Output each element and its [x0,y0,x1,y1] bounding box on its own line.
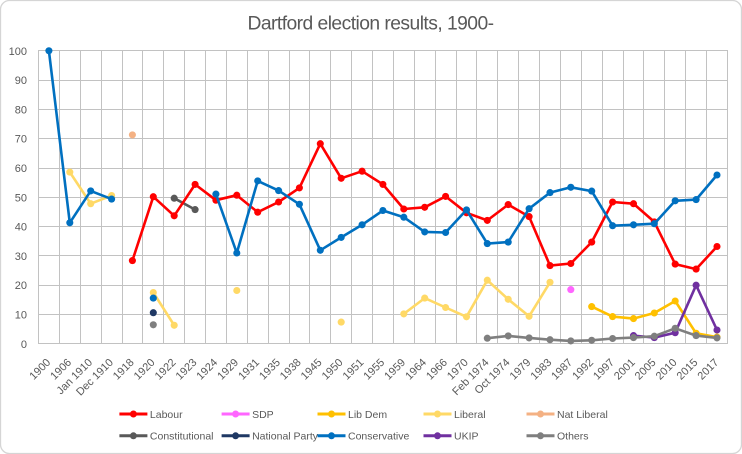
svg-text:1924: 1924 [194,357,220,383]
svg-text:1950: 1950 [320,357,346,383]
svg-text:1900: 1900 [27,357,53,383]
svg-text:1964: 1964 [403,357,429,383]
svg-text:1997: 1997 [591,357,617,383]
svg-text:1966: 1966 [424,357,450,383]
svg-text:National Party: National Party [252,431,319,443]
svg-text:SDP: SDP [252,409,274,421]
svg-text:1992: 1992 [570,357,596,383]
svg-text:50: 50 [15,192,27,204]
svg-text:1955: 1955 [361,357,387,383]
svg-text:Dartford election results, 190: Dartford election results, 1900- [247,14,493,35]
svg-text:Labour: Labour [150,409,183,421]
svg-text:UKIP: UKIP [454,431,479,443]
svg-text:10: 10 [15,310,27,322]
svg-text:1945: 1945 [299,357,325,383]
svg-text:0: 0 [21,339,27,351]
svg-text:1938: 1938 [278,357,304,383]
svg-text:1923: 1923 [174,357,200,383]
svg-text:60: 60 [15,163,27,175]
svg-text:40: 40 [15,222,27,234]
svg-text:Liberal: Liberal [454,409,486,421]
svg-text:100: 100 [9,46,27,58]
svg-text:Others: Others [557,431,589,443]
svg-text:1918: 1918 [111,357,137,383]
svg-text:1979: 1979 [508,357,534,383]
svg-text:2001: 2001 [612,357,638,383]
svg-text:Constitutional: Constitutional [150,431,214,443]
svg-text:1959: 1959 [382,357,408,383]
svg-text:1922: 1922 [153,357,179,383]
svg-text:1983: 1983 [529,357,555,383]
svg-text:30: 30 [15,251,27,263]
svg-text:70: 70 [15,134,27,146]
svg-text:20: 20 [15,280,27,292]
svg-text:1931: 1931 [236,357,262,383]
svg-text:1987: 1987 [549,357,575,383]
svg-text:2015: 2015 [675,357,701,383]
svg-text:80: 80 [15,104,27,116]
svg-text:90: 90 [15,75,27,87]
svg-text:2010: 2010 [654,357,680,383]
svg-text:Conservative: Conservative [348,431,409,443]
svg-text:1920: 1920 [132,357,158,383]
svg-text:Lib Dem: Lib Dem [348,409,387,421]
svg-text:1929: 1929 [215,357,241,383]
svg-text:2005: 2005 [633,357,659,383]
svg-text:2017: 2017 [696,357,722,383]
svg-text:1935: 1935 [257,357,283,383]
svg-text:Nat Liberal: Nat Liberal [557,409,608,421]
svg-text:1951: 1951 [341,357,367,383]
